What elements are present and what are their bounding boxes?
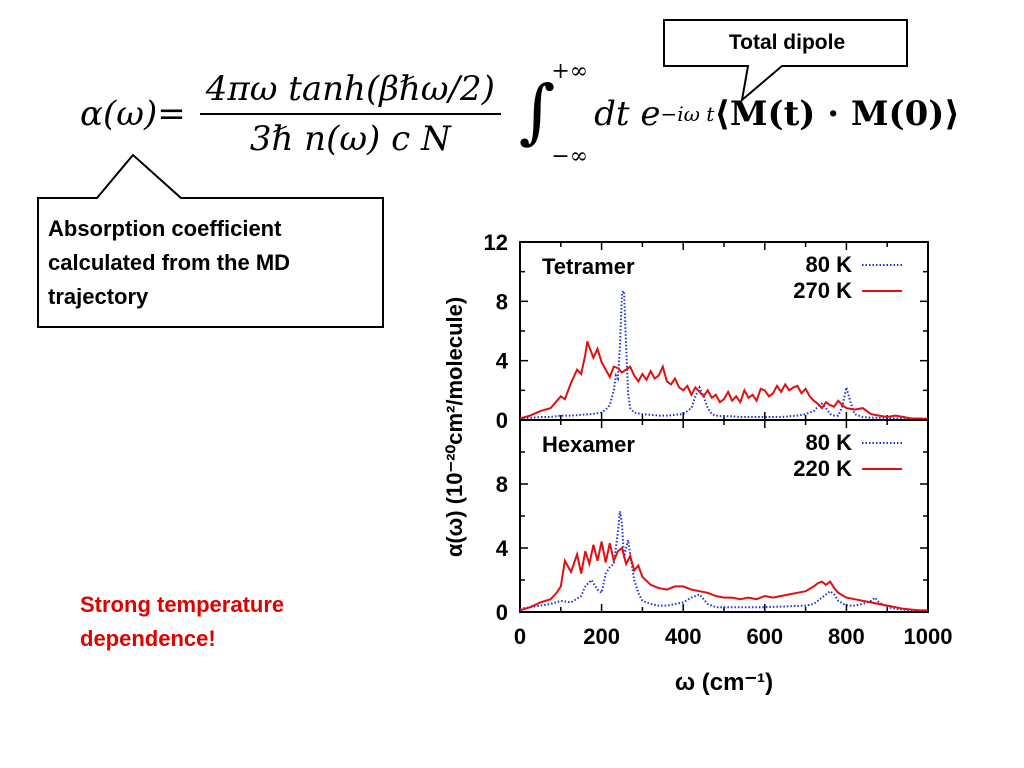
absorption-line-1: Absorption coefficient [48, 216, 282, 241]
absorption-callout-text: Absorption coefficient calculated from t… [48, 212, 380, 314]
x-tick-label: 200 [583, 624, 620, 649]
integral-lower-limit: −∞ [551, 144, 589, 169]
formula-numerator: 4πω tanh(βℏω/2) [199, 69, 501, 115]
formula-integrand: dt e [594, 94, 661, 134]
x-tick-label: 400 [665, 624, 702, 649]
y-tick-label: 0 [496, 408, 508, 433]
panel-title-top: Tetramer [542, 254, 635, 279]
formula-integral: ∫ +∞ −∞ [519, 59, 588, 169]
y-tick-label: 12 [484, 230, 508, 255]
y-tick-label: 0 [496, 600, 508, 625]
panel-title-bottom: Hexamer [542, 432, 635, 457]
x-tick-label: 0 [514, 624, 526, 649]
legend-label-bottom-0: 80 K [806, 430, 853, 455]
legend-label-bottom-1: 220 K [793, 456, 852, 481]
formula-fraction: 4πω tanh(βℏω/2) 3ℏ n(ω) c N [199, 69, 501, 159]
y-tick-label: 4 [496, 536, 509, 561]
x-tick-label: 600 [746, 624, 783, 649]
y-axis-label: α(ω) (10⁻²⁰cm²/molecule) [442, 297, 467, 557]
formula-denominator: 3ℏ n(ω) c N [249, 119, 451, 159]
absorption-callout-box [37, 153, 384, 328]
formula-lhs: α(ω) [80, 94, 158, 134]
formula-exponent: −iω t [660, 102, 715, 126]
total-dipole-label: Total dipole [728, 31, 846, 54]
absorption-line-3: trajectory [48, 284, 149, 309]
formula-equals: = [157, 94, 186, 134]
x-axis-label: ω (cm⁻¹) [675, 669, 773, 696]
series-line-top-0 [519, 289, 928, 420]
total-dipole-callout-box [663, 19, 908, 103]
series-line-top-1 [519, 341, 929, 421]
y-tick-label: 4 [496, 349, 509, 374]
temperature-note-line-1: Strong temperature [80, 592, 285, 617]
series-line-bottom-0 [519, 511, 928, 612]
y-tick-label: 8 [496, 289, 508, 314]
series-line-bottom-1 [519, 541, 928, 612]
x-tick-label: 1000 [904, 624, 953, 649]
integral-sign: ∫ [518, 70, 556, 152]
temperature-note-line-2: dependence! [80, 626, 216, 651]
legend-label-top-0: 80 K [806, 252, 853, 277]
legend-label-top-1: 270 K [793, 278, 852, 303]
absorption-formula: α(ω) = 4πω tanh(βℏω/2) 3ℏ n(ω) c N ∫ +∞ … [80, 59, 960, 169]
formula-correlator: ⟨M(t) · M(0)⟩ [714, 94, 960, 134]
x-tick-label: 800 [828, 624, 865, 649]
temperature-note: Strong temperature dependence! [80, 588, 380, 656]
integral-upper-limit: +∞ [551, 59, 589, 84]
y-tick-label: 8 [496, 472, 508, 497]
absorption-line-2: calculated from the MD [48, 250, 291, 275]
